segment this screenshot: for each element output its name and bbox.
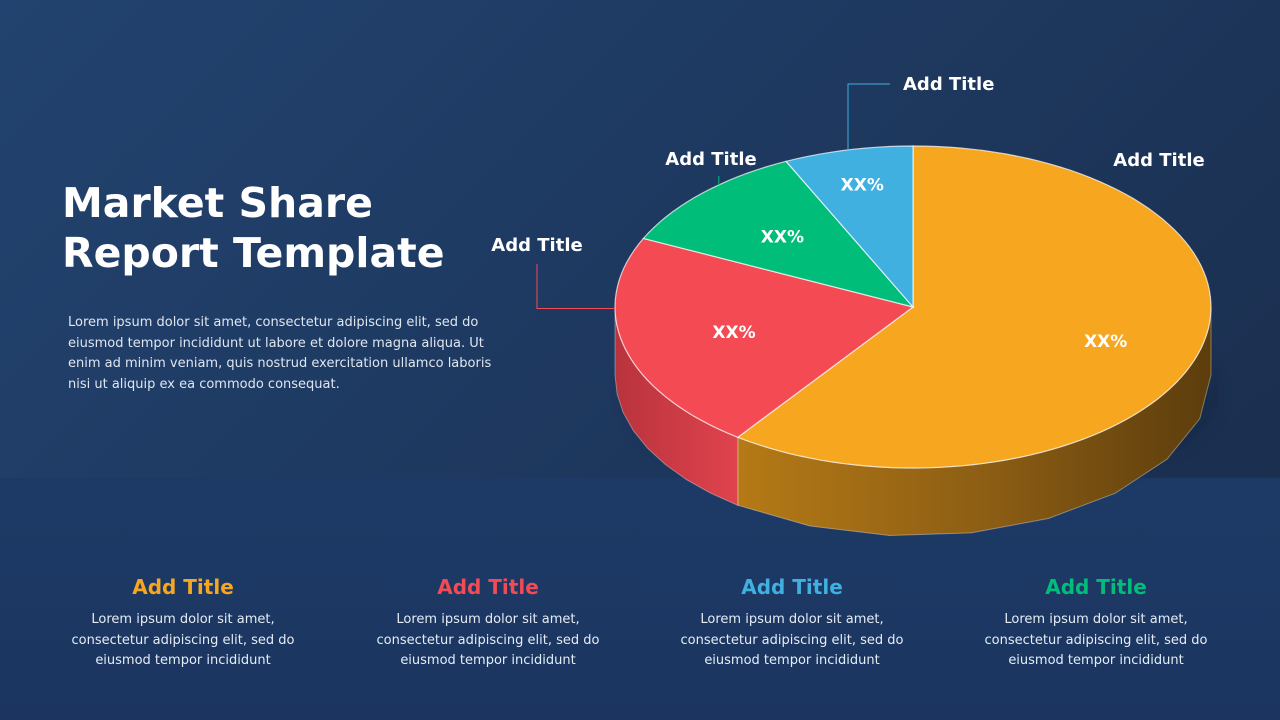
slide-title-line-2: Report Template xyxy=(62,229,445,277)
card-3-text: Lorem ipsum dolor sit amet, consectetur … xyxy=(680,612,904,668)
callout-title-1: Add Title xyxy=(1113,150,1204,171)
callout-title-3: Add Title xyxy=(665,149,756,170)
pie-slice-3 xyxy=(642,160,915,309)
card-2-title: Add Title xyxy=(437,575,539,599)
background-bottom xyxy=(0,478,1280,720)
card-2: Add Title Lorem ipsum dolor sit amet, co… xyxy=(368,572,608,672)
pie-value-label-2: XX% xyxy=(712,323,755,343)
card-3: Add Title Lorem ipsum dolor sit amet, co… xyxy=(672,572,912,672)
callout-line-4 xyxy=(847,83,890,150)
pie-value-label-1: XX% xyxy=(1084,332,1127,352)
card-4-title: Add Title xyxy=(1045,575,1147,599)
pie-value-label-4: XX% xyxy=(841,175,884,195)
card-1: Add Title Lorem ipsum dolor sit amet, co… xyxy=(63,572,303,672)
card-2-text: Lorem ipsum dolor sit amet, consectetur … xyxy=(376,612,600,668)
pie-slice-1 xyxy=(736,145,1212,469)
slide-title-line-1: Market Share xyxy=(62,179,373,227)
card-3-title: Add Title xyxy=(741,575,843,599)
callout-title-2: Add Title xyxy=(491,235,582,256)
card-4-text: Lorem ipsum dolor sit amet, consectetur … xyxy=(984,612,1208,668)
card-1-text: Lorem ipsum dolor sit amet, consectetur … xyxy=(71,612,295,668)
slide-description: Lorem ipsum dolor sit amet, consectetur … xyxy=(68,315,492,392)
pie-value-label-3: XX% xyxy=(761,227,804,247)
callout-line-2 xyxy=(536,264,615,309)
callout-title-4: Add Title xyxy=(903,74,994,95)
card-1-title: Add Title xyxy=(132,575,234,599)
card-4: Add Title Lorem ipsum dolor sit amet, co… xyxy=(976,572,1216,672)
slide-title: Market Share Report Template xyxy=(62,178,522,278)
